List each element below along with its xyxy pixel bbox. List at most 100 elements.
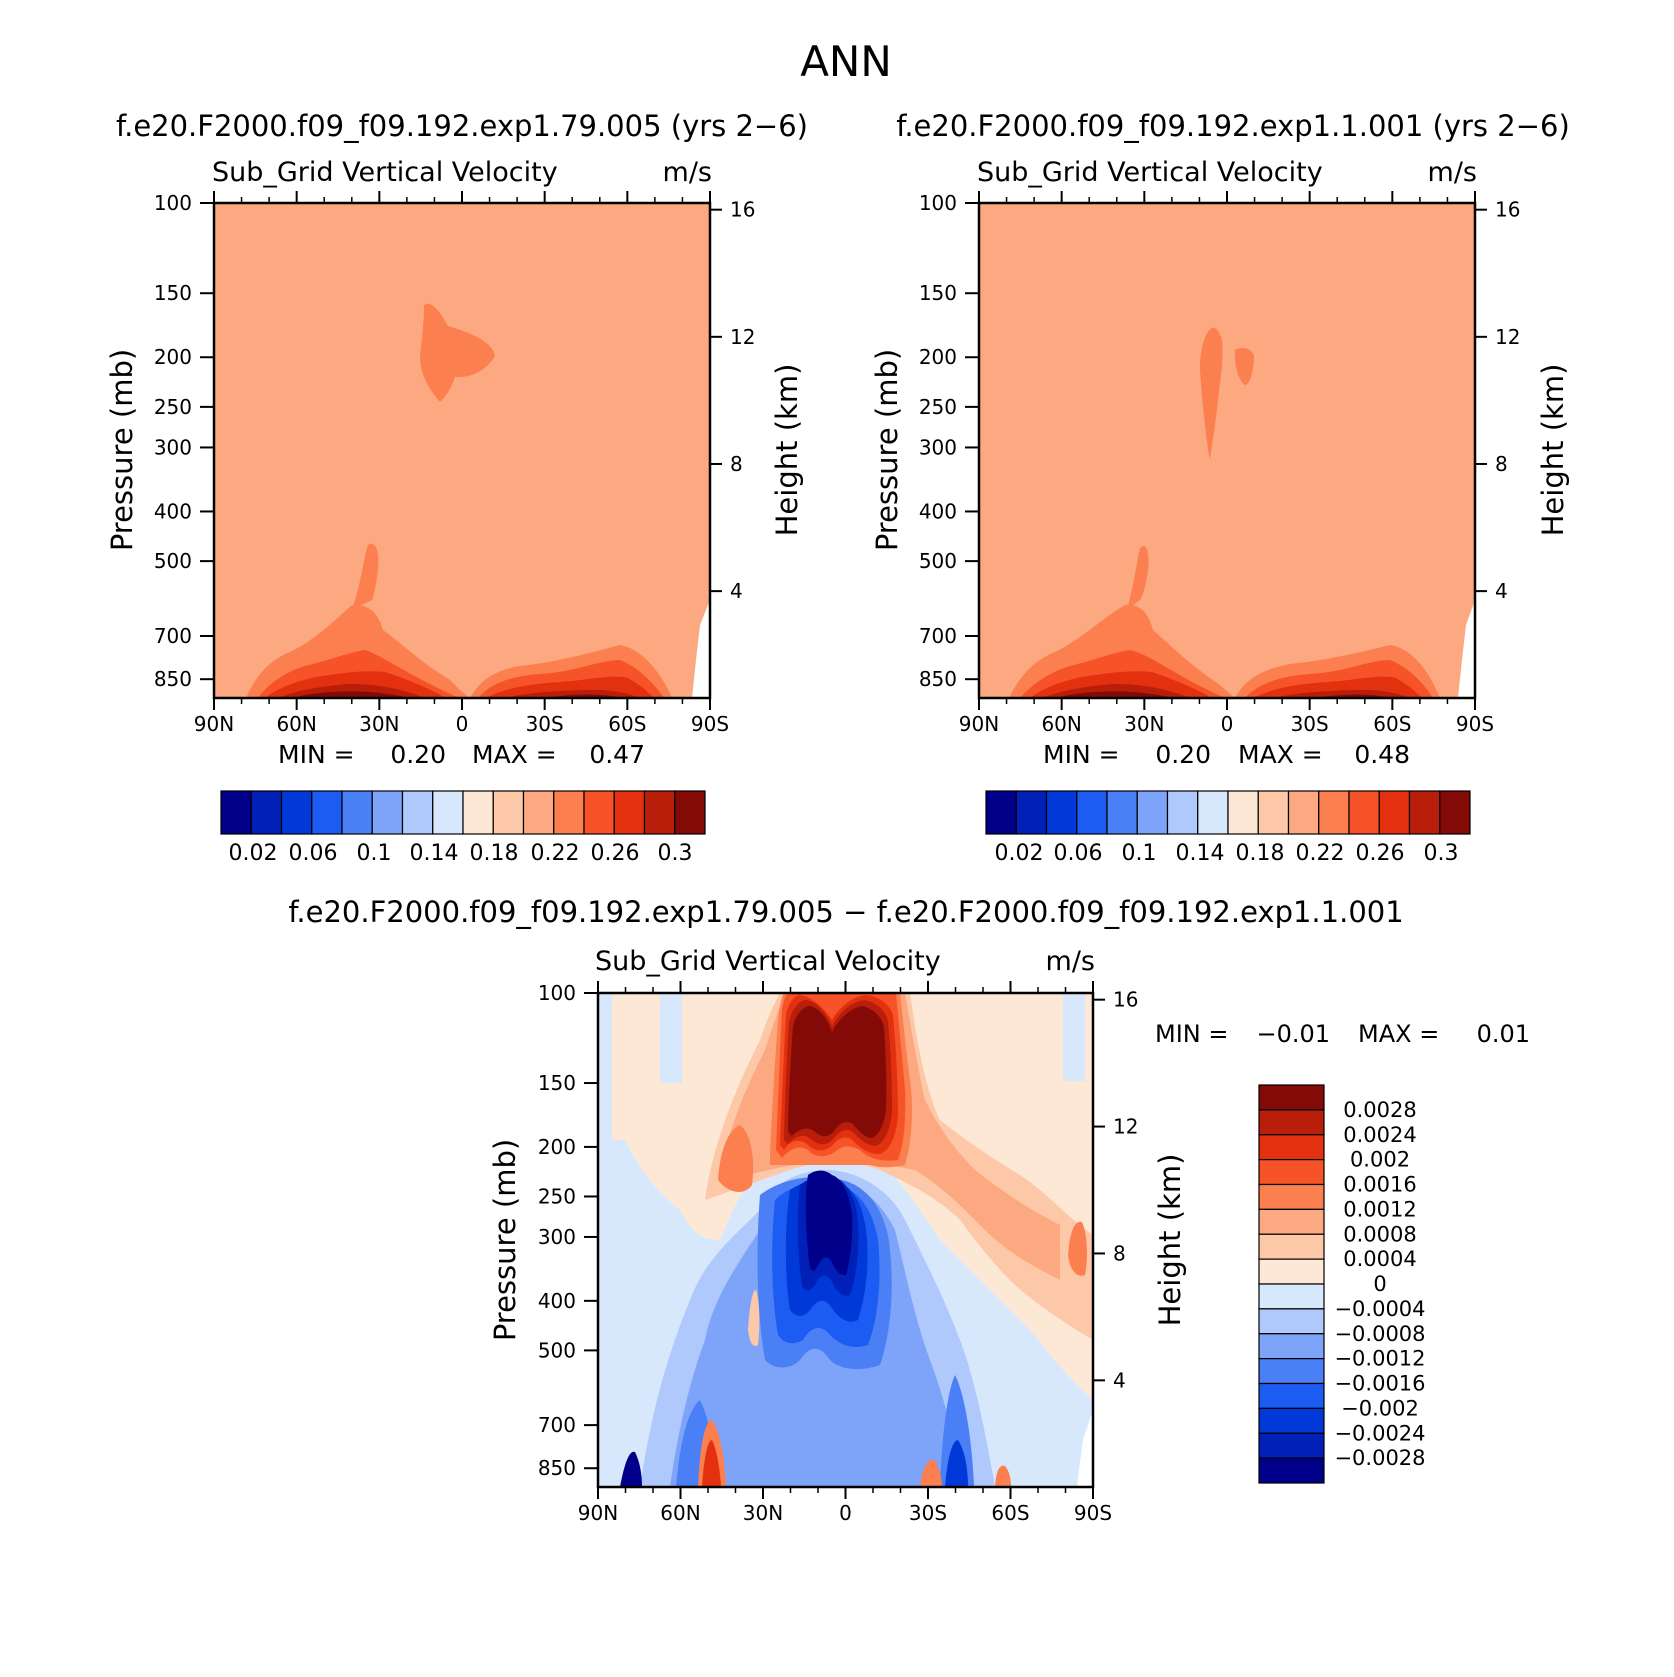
y-axis-label: Pressure (mb) xyxy=(488,1139,522,1341)
colorbar-cell xyxy=(432,790,464,835)
pressure-tick-label: 250 xyxy=(919,395,957,419)
contour-field xyxy=(598,993,1093,1487)
height-tick-label: 12 xyxy=(1113,1115,1138,1139)
missing-data xyxy=(1077,1410,1093,1487)
lat-tick-label: 90N xyxy=(194,712,234,736)
lat-tick-label: 0 xyxy=(839,1501,852,1525)
colorbar-cell xyxy=(401,790,434,835)
colorbar-cell xyxy=(1258,1407,1325,1434)
colorbar-label: 0.3 xyxy=(658,841,693,866)
lat-tick-label: 30N xyxy=(359,712,399,736)
colorbar-cell xyxy=(250,790,283,835)
height-ticks: 16 12 8 4 xyxy=(1113,988,1138,1393)
lat-tick-label: 90N xyxy=(959,712,999,736)
colorbar-cell xyxy=(583,790,615,835)
colorbar-cell xyxy=(522,790,555,835)
units-label: m/s xyxy=(1428,157,1477,188)
pressure-tick-label: 200 xyxy=(154,345,192,369)
colorbar-cell xyxy=(1287,790,1320,835)
max-value: 0.01 xyxy=(1477,1020,1530,1048)
case-title: f.e20.F2000.f09_f09.192.exp1.1.001 (yrs … xyxy=(896,109,1570,143)
contour-pos-7 xyxy=(788,1006,887,1138)
pressure-tick-label: 150 xyxy=(154,281,192,305)
height-tick-label: 12 xyxy=(730,325,755,349)
contour-jet-core-2 xyxy=(1234,348,1254,385)
colorbar-cell xyxy=(1015,790,1048,835)
colorbar-cell xyxy=(1258,1233,1325,1260)
pressure-tick-label: 850 xyxy=(538,1456,576,1480)
panel-case2: f.e20.F2000.f09_f09.192.exp1.1.001 (yrs … xyxy=(870,109,1570,866)
pressure-tick-label: 400 xyxy=(538,1289,576,1313)
colorbar-cell xyxy=(341,790,373,835)
pressure-tick-label: 850 xyxy=(919,667,957,691)
pressure-ticks: 100 150 200 250 300 400 500 700 850 xyxy=(154,191,192,691)
height-tick-label: 16 xyxy=(1495,198,1520,222)
contour-neg-strip xyxy=(1063,993,1085,1081)
contour-neg-strip xyxy=(660,993,682,1083)
lat-tick-label: 60N xyxy=(660,1501,700,1525)
colorbar-label: 0.26 xyxy=(1356,841,1405,866)
variable-title: Sub_Grid Vertical Velocity xyxy=(212,157,558,188)
colorbar-cell xyxy=(1257,790,1290,835)
colorbar-cell xyxy=(674,790,706,835)
colorbar-label: 0.0008 xyxy=(1343,1222,1416,1246)
colorbar-label: 0.0012 xyxy=(1343,1197,1416,1221)
colorbar-label: 0.06 xyxy=(289,841,338,866)
lat-tick-label: 30S xyxy=(526,712,564,736)
colorbar-cell xyxy=(1258,1382,1325,1409)
lat-tick-label: 90S xyxy=(691,712,729,736)
pressure-tick-label: 250 xyxy=(154,395,192,419)
height-tick-label: 4 xyxy=(1495,579,1508,603)
contour-neg-core-low xyxy=(620,1451,642,1487)
contour-pos-low xyxy=(702,1440,721,1487)
pressure-tick-label: 250 xyxy=(538,1184,576,1208)
colorbar: 0.02 0.06 0.1 0.14 0.18 0.22 0.26 0.3 xyxy=(985,790,1471,866)
colorbar-label: 0.1 xyxy=(357,841,392,866)
colorbar-label: −0.0028 xyxy=(1334,1446,1425,1470)
colorbar-cell xyxy=(311,790,343,835)
colorbar-cell xyxy=(1258,1333,1325,1360)
lat-tick-label: 30N xyxy=(1124,712,1164,736)
colorbar-cell xyxy=(1318,790,1350,835)
colorbar-label: 0.1 xyxy=(1122,841,1157,866)
colorbar-cell xyxy=(371,790,404,835)
colorbar-cell xyxy=(1106,790,1138,835)
lat-tick-label: 30S xyxy=(1291,712,1329,736)
colorbar-cell xyxy=(1076,790,1108,835)
colorbar-cell xyxy=(492,790,525,835)
lat-tick-label: 60S xyxy=(608,712,646,736)
min-value: −0.01 xyxy=(1256,1020,1330,1048)
missing-data xyxy=(1458,600,1475,698)
colorbar-cell xyxy=(1258,1134,1325,1161)
colorbar-label: 0.0024 xyxy=(1343,1123,1416,1147)
min-label: MIN = xyxy=(1155,1020,1228,1048)
pressure-tick-label: 500 xyxy=(919,549,957,573)
pressure-tick-label: 850 xyxy=(154,667,192,691)
colorbar-cell xyxy=(1258,1432,1325,1459)
pressure-tick-label: 200 xyxy=(919,345,957,369)
colorbar-cell xyxy=(1439,790,1471,835)
pressure-tick-label: 300 xyxy=(538,1225,576,1249)
contour-pos-3b xyxy=(718,1125,754,1192)
y2-axis-label: Height (km) xyxy=(1153,1154,1187,1327)
y2-axis-label: Height (km) xyxy=(770,364,804,537)
colorbar-cell xyxy=(1258,1258,1325,1285)
height-tick-label: 16 xyxy=(1113,988,1138,1012)
colorbar-label: 0.0016 xyxy=(1343,1173,1416,1197)
colorbar-cell xyxy=(1258,1183,1325,1210)
case-title: f.e20.F2000.f09_f09.192.exp1.79.005 (yrs… xyxy=(116,109,808,143)
colorbar: 0.0028 0.0024 0.002 0.0016 0.0012 0.0008… xyxy=(1258,1084,1426,1484)
height-ticks: 16 12 8 4 xyxy=(730,198,755,603)
pressure-ticks: 100 150 200 250 300 400 500 700 850 xyxy=(538,981,576,1480)
min-value: 0.20 xyxy=(1155,740,1211,769)
contour-jet-core xyxy=(420,303,495,402)
colorbar-cell xyxy=(1258,1457,1325,1484)
lat-tick-label: 30S xyxy=(909,1501,947,1525)
colorbar-cell xyxy=(985,790,1017,835)
colorbar-cell xyxy=(1258,1208,1325,1235)
contour-pos-narrow xyxy=(748,1290,760,1347)
y-axis-label: Pressure (mb) xyxy=(105,349,139,551)
contour-band-5 xyxy=(292,691,625,698)
colorbar-label: −0.002 xyxy=(1341,1396,1419,1420)
